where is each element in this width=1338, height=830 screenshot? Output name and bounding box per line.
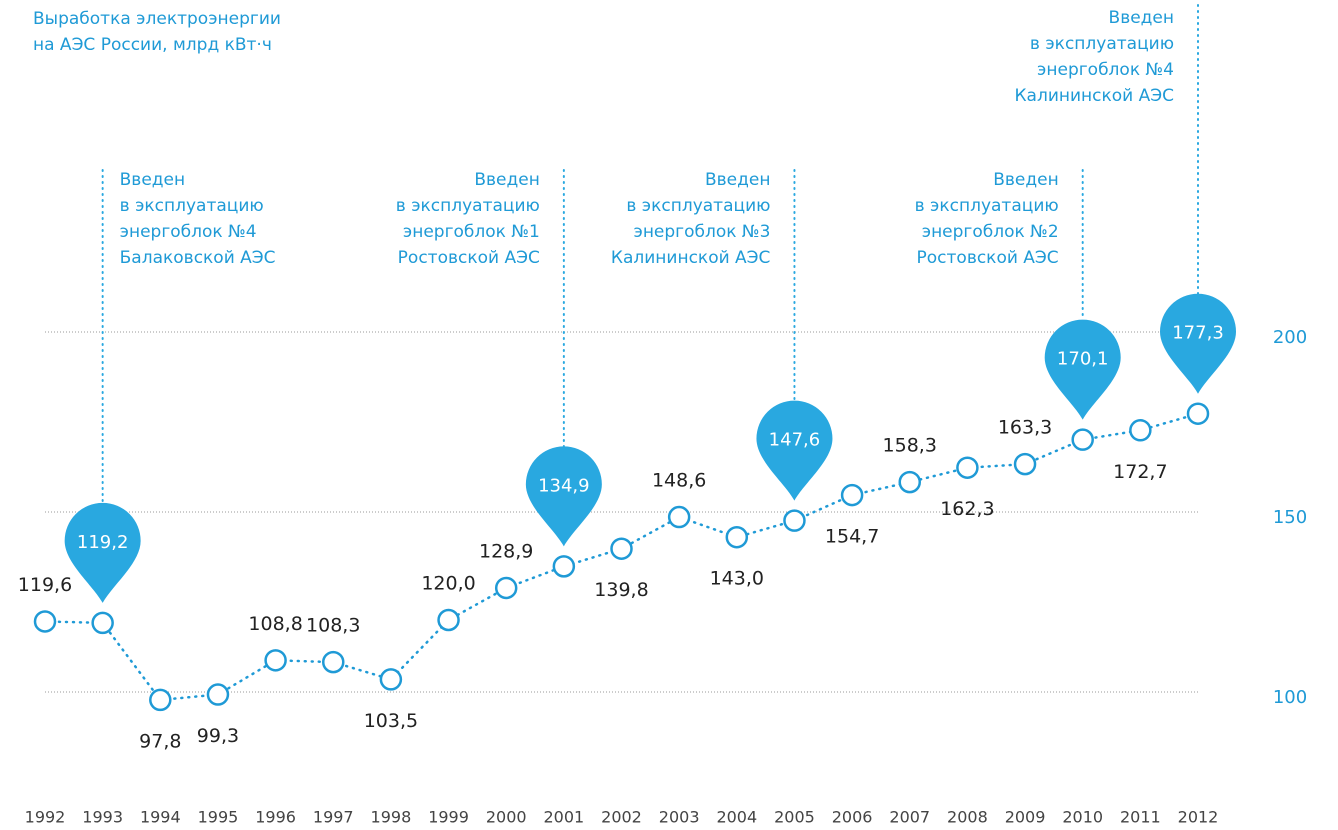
pin-label: 147,6 [769,430,821,451]
data-point [437,608,460,632]
pin-label: 119,2 [77,532,129,553]
pin [756,400,833,501]
value-label: 158,3 [883,435,937,457]
annotation-text: Введен [474,170,539,190]
annotation-text: энергоблок №3 [633,222,770,242]
data-point [956,456,979,479]
value-label: 119,6 [18,574,72,596]
y-tick-label: 200 [1273,327,1307,348]
value-label: 97,8 [139,730,181,752]
value-label: 120,0 [421,573,475,595]
data-point [494,576,518,600]
annotation-text: Введен [993,170,1058,190]
annotation-text: энергоблок №4 [1037,60,1174,80]
data-point [898,470,921,494]
value-label: 148,6 [652,470,706,492]
annotation-text: Ростовской АЭС [917,248,1059,268]
data-point [725,525,749,549]
x-tick-label: 2004 [716,808,757,827]
annotation-text: в эксплуатацию [120,196,264,216]
value-label: 108,8 [248,613,302,635]
data-point [206,683,230,706]
annotation-text: Балаковской АЭС [120,248,276,268]
value-label: 128,9 [479,540,533,562]
x-tick-label: 1994 [140,808,181,827]
annotation-text: энергоблок №4 [120,222,257,242]
annotation-text: в эксплуатацию [396,196,540,216]
data-point [1071,428,1094,451]
x-tick-label: 2002 [601,808,642,827]
value-label: 154,7 [825,526,879,548]
chart-title: Выработка электроэнергии [33,9,281,29]
value-label: 108,3 [306,615,360,637]
pin-label: 170,1 [1057,349,1109,370]
data-point [783,509,806,532]
x-tick-label: 1997 [313,808,354,827]
data-point [552,555,576,578]
value-label: 172,7 [1113,461,1167,483]
x-tick-label: 1993 [82,808,123,827]
value-label: 163,3 [998,417,1052,439]
value-label: 99,3 [197,725,239,747]
x-tick-label: 2007 [889,808,930,827]
pin [1160,293,1236,394]
data-point [379,668,403,691]
data-point [149,688,172,712]
data-point [610,537,633,560]
x-tick-label: 2005 [774,808,815,827]
data-point [264,649,287,672]
x-tick-label: 1996 [255,808,296,827]
data-point [1129,419,1152,442]
annotation-text: Введен [705,170,770,190]
annotation-text: в эксплуатацию [1030,34,1174,54]
data-point [322,650,345,674]
pin [1044,319,1121,420]
annotation-text: Калининской АЭС [1014,86,1174,106]
y-tick-label: 150 [1273,507,1307,528]
annotation-text: энергоблок №1 [403,222,540,242]
annotation-text: энергоблок №2 [922,222,1059,242]
x-tick-label: 2008 [947,808,988,827]
pin [64,502,141,603]
data-point [1186,402,1210,425]
value-label: 139,8 [594,579,648,601]
annotation-text: Введен [120,170,185,190]
x-tick-label: 1999 [428,808,469,827]
x-tick-label: 2011 [1120,808,1161,827]
x-tick-label: 1992 [25,808,66,827]
x-tick-label: 2000 [486,808,527,827]
x-tick-label: 2010 [1062,808,1103,827]
pin-label: 177,3 [1172,323,1224,344]
x-tick-label: 1998 [371,808,412,827]
pin-label: 134,9 [538,475,590,496]
data-point [667,505,691,529]
x-tick-label: 2009 [1005,808,1046,827]
x-tick-label: 2003 [659,808,700,827]
chart-title: на АЭС России, млрд кВт·ч [33,35,272,55]
annotation-text: Калининской АЭС [611,248,771,268]
value-label: 103,5 [364,710,418,732]
annotation-text: в эксплуатацию [626,196,770,216]
x-tick-label: 2012 [1178,808,1219,827]
data-point [840,483,864,507]
pin [525,446,602,547]
annotation-text: Ростовской АЭС [398,248,540,268]
data-point [33,610,57,633]
y-tick-label: 100 [1273,687,1307,708]
value-label: 162,3 [940,498,994,520]
x-tick-label: 1995 [198,808,239,827]
annotation-text: в эксплуатацию [915,196,1059,216]
data-point [91,611,114,635]
data-point [1013,452,1037,476]
annotation-text: Введен [1109,8,1174,28]
x-tick-label: 2001 [543,808,584,827]
value-label: 143,0 [710,568,764,590]
x-tick-label: 2006 [832,808,873,827]
